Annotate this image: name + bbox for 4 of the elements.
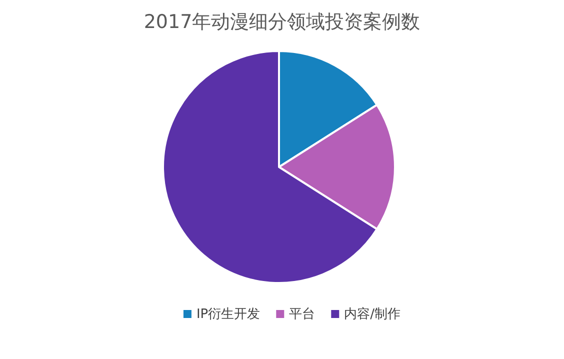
legend-label: IP衍生开发	[196, 307, 260, 322]
chart-title: 2017年动漫细分领域投资案例数	[144, 11, 420, 33]
legend-label: 内容/制作	[344, 306, 401, 322]
legend-label: 平台	[289, 307, 316, 322]
